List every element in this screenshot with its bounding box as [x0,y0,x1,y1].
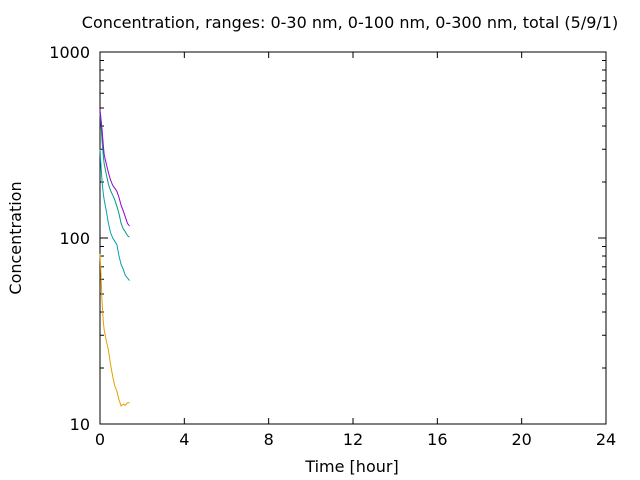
y-tick-label: 10 [70,415,90,434]
x-tick-label: 12 [343,430,363,449]
series-group [99,109,130,407]
y-tick-label: 1000 [49,43,90,62]
y-tick-label: 100 [59,229,90,248]
y-axis-label: Concentration [6,181,25,294]
series-line-4 [99,109,130,227]
series-line-3 [99,112,130,238]
x-tick-label: 4 [179,430,189,449]
series-line-2 [99,149,130,281]
series-line-1 [99,253,130,407]
x-tick-label: 24 [596,430,616,449]
x-axis-label: Time [hour] [304,457,398,476]
x-tick-label: 16 [427,430,447,449]
axis-ticks: 0 4 8 12 16 20 24 10 100 1000 [49,43,616,449]
x-tick-label: 8 [264,430,274,449]
plot-frame [99,51,607,425]
chart-title: Concentration, ranges: 0-30 nm, 0-100 nm… [82,13,618,32]
x-tick-label: 0 [95,430,105,449]
x-tick-label: 20 [511,430,531,449]
